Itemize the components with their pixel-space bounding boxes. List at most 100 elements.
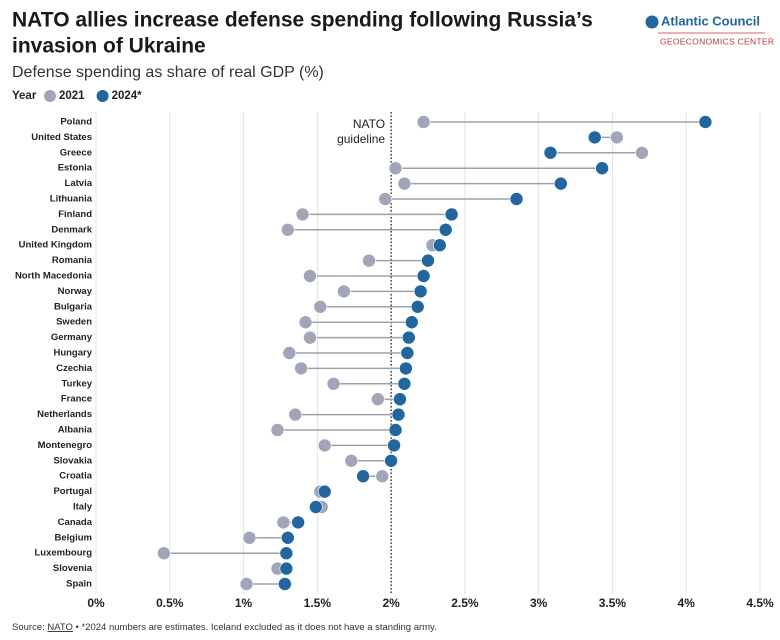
x-tick-label: 4.5% [746, 596, 774, 610]
y-tick-label: Germany [51, 332, 93, 343]
y-tick-label: Czechia [56, 363, 93, 374]
legend-marker [44, 90, 56, 102]
dot [303, 269, 317, 283]
chart-title: NATO allies increase defense spending fo… [12, 9, 593, 32]
y-tick-label: Sweden [56, 317, 92, 328]
dot [371, 392, 385, 407]
dot [344, 453, 359, 468]
dot [281, 530, 295, 545]
footer-note: • *2024 numbers are estimates. Iceland e… [76, 622, 437, 633]
chart-title: invasion of Ukraine [12, 35, 206, 58]
dot [402, 330, 416, 345]
y-tick-label: Romania [52, 255, 93, 266]
x-tick-label: 3.5% [599, 596, 627, 610]
dot [438, 223, 453, 237]
y-tick-label: Denmark [51, 224, 92, 235]
x-tick-label: 0.5% [156, 596, 184, 610]
y-tick-label: Norway [58, 286, 93, 297]
dot [295, 207, 310, 222]
y-tick-label: Poland [60, 117, 92, 128]
footer-source: Source: NATO • *2024 numbers are estimat… [12, 622, 437, 633]
logo-icon [645, 15, 659, 29]
dot [362, 253, 376, 268]
x-tick-label: 1% [235, 596, 253, 610]
y-tick-label: Portugal [53, 486, 92, 497]
dot [291, 515, 305, 530]
y-tick-label: France [61, 394, 92, 405]
x-tick-label: 2.5% [451, 596, 479, 610]
y-tick-label: Luxembourg [34, 548, 92, 559]
dot [282, 346, 297, 360]
y-tick-label: Hungary [53, 348, 92, 359]
dot [317, 438, 332, 453]
y-tick-label: Canada [58, 517, 93, 528]
dot [400, 346, 415, 360]
dot [421, 253, 435, 268]
x-tick-label: 0% [87, 596, 105, 610]
y-tick-label: United States [31, 132, 92, 143]
dot [416, 269, 431, 283]
legend-label: 2021 [59, 90, 85, 102]
y-tick-label: Italy [73, 502, 93, 513]
dot [416, 115, 431, 129]
dot [543, 146, 558, 160]
legend-marker [96, 90, 109, 102]
brand-unit: GEOECONOMICS CENTER [660, 36, 774, 46]
y-tick-label: Greece [60, 147, 92, 158]
y-tick-label: United Kingdom [19, 240, 92, 251]
y-tick-label: Slovakia [53, 455, 92, 466]
dot [610, 130, 624, 145]
dot [399, 361, 413, 376]
dot [413, 284, 428, 299]
reference-label: NATO [353, 117, 385, 131]
dot [313, 299, 328, 314]
dot [157, 546, 171, 561]
y-tick-label: Belgium [55, 532, 92, 543]
dot [279, 546, 294, 561]
dot [553, 176, 568, 191]
x-tick-label: 3% [530, 596, 548, 610]
dot [317, 484, 332, 499]
dot [279, 561, 294, 576]
y-tick-label: Finland [58, 209, 92, 220]
dot [595, 161, 609, 175]
dot [288, 407, 303, 422]
x-tick-label: 2% [382, 596, 400, 610]
dot [276, 515, 291, 530]
dot [509, 192, 524, 206]
source-prefix: Source: [12, 622, 45, 633]
dot [391, 407, 406, 422]
dot [410, 299, 425, 314]
y-tick-label: Spain [66, 579, 92, 590]
dot [294, 361, 308, 376]
dot [270, 423, 285, 437]
y-tick-label: Lithuania [50, 194, 93, 205]
y-tick-label: Bulgaria [54, 301, 93, 312]
dot [309, 500, 323, 514]
source-link[interactable]: NATO [47, 622, 73, 633]
dot [393, 392, 407, 407]
y-tick-label: Albania [58, 425, 93, 436]
dot [378, 192, 393, 206]
dot [278, 577, 292, 591]
dot [587, 130, 602, 145]
dot [397, 176, 412, 191]
y-tick-label: Turkey [62, 378, 93, 389]
dot [281, 223, 295, 237]
y-tick-label: Slovenia [53, 563, 93, 574]
dot [356, 469, 370, 484]
dot [387, 438, 401, 453]
dot [388, 423, 403, 437]
dot [397, 376, 412, 391]
y-tick-label: Latvia [65, 178, 93, 189]
y-tick-label: Estonia [58, 163, 93, 174]
y-tick-label: Croatia [59, 471, 92, 482]
dot [433, 238, 447, 252]
dot [242, 530, 257, 545]
dot [384, 453, 398, 468]
y-tick-label: Netherlands [37, 409, 92, 420]
y-tick-label: North Macedonia [15, 271, 93, 282]
dot [444, 207, 459, 222]
legend-title: Year [12, 90, 37, 102]
